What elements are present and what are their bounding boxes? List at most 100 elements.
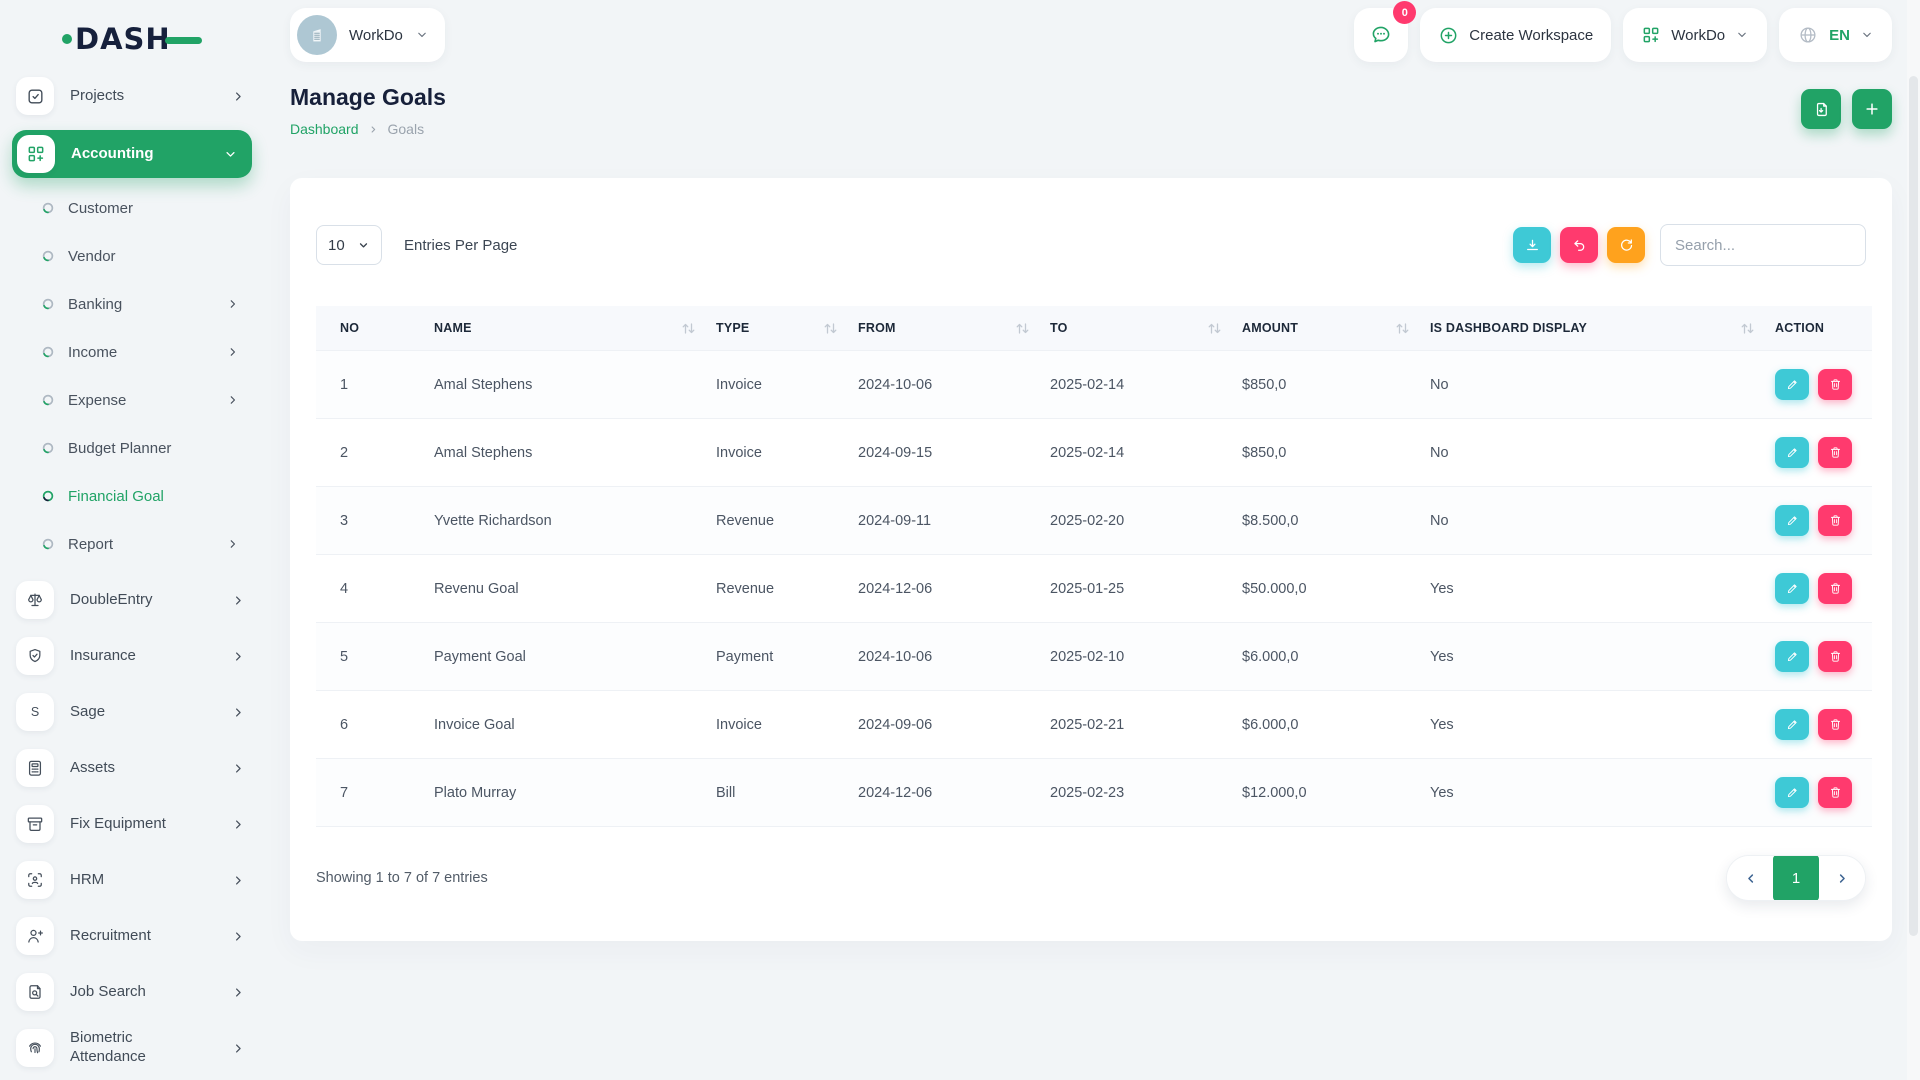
trash-icon xyxy=(1830,787,1840,798)
chevron-right-icon xyxy=(231,1041,246,1056)
sidebar-subitem-income[interactable]: Income xyxy=(16,332,246,372)
cell-to: 2025-02-20 xyxy=(1040,486,1232,555)
cell-dashboard-display: Yes xyxy=(1420,690,1765,759)
cell-no: 7 xyxy=(316,758,424,827)
delete-button[interactable] xyxy=(1818,437,1852,468)
entries-per-page-select[interactable]: 10 xyxy=(316,225,382,265)
sidebar-item-accounting[interactable]: Accounting xyxy=(12,130,252,178)
column-to[interactable]: TO xyxy=(1040,306,1232,351)
sidebar-item-sage[interactable]: S Sage xyxy=(16,690,246,734)
sidebar-item-biometric-attendance[interactable]: Biometric Attendance xyxy=(16,1026,246,1070)
search-input[interactable] xyxy=(1660,224,1866,266)
language-selector[interactable]: EN xyxy=(1779,8,1892,62)
delete-button[interactable] xyxy=(1818,641,1852,672)
breadcrumb-dashboard-link[interactable]: Dashboard xyxy=(290,121,359,137)
sidebar-subitem-customer[interactable]: Customer xyxy=(16,188,246,228)
chevron-down-icon xyxy=(1735,28,1749,42)
delete-button[interactable] xyxy=(1818,573,1852,604)
scrollbar-thumb[interactable] xyxy=(1909,76,1918,936)
export-button[interactable] xyxy=(1801,89,1841,129)
previous-page-button[interactable] xyxy=(1727,856,1773,900)
cell-type: Invoice xyxy=(706,690,848,759)
chevron-right-icon xyxy=(226,297,240,311)
user-plus-icon xyxy=(16,917,54,955)
sidebar-item-fix-equipment[interactable]: Fix Equipment xyxy=(16,802,246,846)
cell-action xyxy=(1765,486,1872,555)
page-number-active[interactable]: 1 xyxy=(1773,856,1819,900)
workspace-switcher[interactable]: WorkDo xyxy=(290,8,445,62)
page-actions xyxy=(1801,89,1892,129)
sidebar-item-job-search[interactable]: Job Search xyxy=(16,970,246,1014)
cell-name: Payment Goal xyxy=(424,622,706,691)
sidebar-item-label: Banking xyxy=(68,295,123,313)
app-switcher-button[interactable]: WorkDo xyxy=(1623,8,1768,62)
sidebar-item-insurance[interactable]: Insurance xyxy=(16,634,246,678)
edit-button[interactable] xyxy=(1775,437,1809,468)
column-amount[interactable]: AMOUNT xyxy=(1232,306,1420,351)
pagination: 1 xyxy=(1726,855,1866,901)
logo-text: DASH xyxy=(75,22,171,56)
cell-amount: $6.000,0 xyxy=(1232,622,1420,691)
sidebar-subitem-vendor[interactable]: Vendor xyxy=(16,236,246,276)
archive-icon xyxy=(16,805,54,843)
column-dashboard-display[interactable]: IS DASHBOARD DISPLAY xyxy=(1420,306,1765,351)
bullet-icon xyxy=(42,538,54,550)
cell-dashboard-display: Yes xyxy=(1420,758,1765,827)
chevron-right-icon xyxy=(231,89,246,104)
bullet-icon xyxy=(42,442,54,454)
column-from[interactable]: FROM xyxy=(848,306,1040,351)
add-goal-button[interactable] xyxy=(1852,89,1892,129)
delete-button[interactable] xyxy=(1818,777,1852,808)
cell-amount: $12.000,0 xyxy=(1232,758,1420,827)
edit-button[interactable] xyxy=(1775,369,1809,400)
column-type[interactable]: TYPE xyxy=(706,306,848,351)
app-switcher-label: WorkDo xyxy=(1671,26,1726,44)
workspace-name: WorkDo xyxy=(349,26,403,44)
sidebar-item-label: Biometric Attendance xyxy=(70,1029,146,1065)
cell-from: 2024-10-06 xyxy=(848,622,1040,691)
fingerprint-icon xyxy=(16,1029,54,1067)
column-name[interactable]: NAME xyxy=(424,306,706,351)
workspace-avatar xyxy=(297,15,337,55)
sidebar-item-projects[interactable]: Projects xyxy=(16,74,246,118)
svg-text:S: S xyxy=(31,705,39,719)
sidebar-item-hrm[interactable]: HRM xyxy=(16,858,246,902)
next-page-button[interactable] xyxy=(1819,856,1865,900)
cell-type: Invoice xyxy=(706,418,848,487)
table-row: 2 Amal Stephens Invoice 2024-09-15 2025-… xyxy=(316,418,1872,487)
top-header: WorkDo 0 Create Workspace WorkDo EN xyxy=(262,0,1920,70)
sidebar-item-assets[interactable]: Assets xyxy=(16,746,246,790)
sidebar-item-label: Projects xyxy=(70,86,125,104)
delete-button[interactable] xyxy=(1818,369,1852,400)
edit-button[interactable] xyxy=(1775,573,1809,604)
chevron-down-icon xyxy=(1860,28,1874,42)
sidebar-subitem-budget-planner[interactable]: Budget Planner xyxy=(16,428,246,468)
edit-button[interactable] xyxy=(1775,641,1809,672)
edit-button[interactable] xyxy=(1775,777,1809,808)
delete-button[interactable] xyxy=(1818,505,1852,536)
sidebar-item-doubleentry[interactable]: DoubleEntry xyxy=(16,578,246,622)
bullet-icon xyxy=(42,394,54,406)
download-button[interactable] xyxy=(1513,227,1551,263)
edit-button[interactable] xyxy=(1775,505,1809,536)
sidebar-subitem-expense[interactable]: Expense xyxy=(16,380,246,420)
delete-button[interactable] xyxy=(1818,709,1852,740)
sidebar-item-label: Vendor xyxy=(68,247,116,265)
edit-button[interactable] xyxy=(1775,709,1809,740)
sidebar-item-label: Budget Planner xyxy=(68,439,172,457)
dash-logo[interactable]: DASH xyxy=(62,18,246,58)
sidebar-subitem-report[interactable]: Report xyxy=(16,524,246,564)
scrollbar-track[interactable] xyxy=(1907,0,1920,1080)
sidebar-subitem-financial-goal[interactable]: Financial Goal xyxy=(16,476,246,516)
sidebar-subitem-banking[interactable]: Banking xyxy=(16,284,246,324)
cell-from: 2024-12-06 xyxy=(848,758,1040,827)
chevron-right-icon xyxy=(231,873,246,888)
cell-to: 2025-02-14 xyxy=(1040,418,1232,487)
sort-icon xyxy=(1208,322,1221,334)
create-workspace-button[interactable]: Create Workspace xyxy=(1420,8,1612,62)
undo-button[interactable] xyxy=(1560,227,1598,263)
refresh-button[interactable] xyxy=(1607,227,1645,263)
plus-icon xyxy=(1866,103,1878,115)
sidebar-item-recruitment[interactable]: Recruitment xyxy=(16,914,246,958)
messages-button[interactable]: 0 xyxy=(1354,1,1417,62)
